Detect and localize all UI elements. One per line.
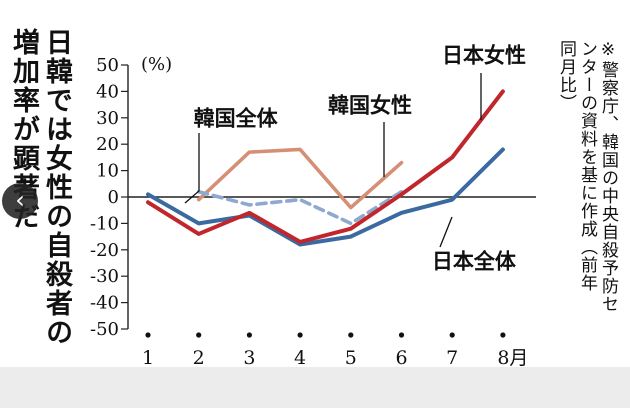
y-tick-label: -20 (90, 240, 119, 261)
y-tick-label: -10 (90, 213, 119, 234)
x-tick-label: 5 (345, 347, 357, 369)
y-tick-label: -30 (90, 266, 119, 287)
series-annotation-label: 日本女性 (442, 43, 526, 67)
x-tick-dot (246, 332, 252, 338)
x-tick-label: 7 (446, 347, 458, 369)
y-tick-label: -50 (90, 319, 119, 340)
y-tick-label: 30 (96, 108, 119, 129)
y-tick-label: 40 (96, 81, 119, 102)
y-tick-label: 10 (96, 161, 119, 182)
x-tick-label: 4 (294, 347, 306, 369)
x-tick-dot (145, 332, 151, 338)
annotation-leader-line (439, 216, 453, 248)
x-tick-dot (500, 332, 506, 338)
series-line (146, 147, 505, 247)
series-annotation-label: 韓国全体 (194, 107, 279, 131)
x-tick-label: 2 (193, 347, 205, 369)
previous-arrow-icon[interactable]: ‹ (2, 183, 38, 219)
x-tick-dot (398, 332, 405, 338)
source-note-line-3: 同月比） (556, 40, 576, 112)
y-unit-label: (%) (141, 54, 172, 75)
series-line (196, 147, 404, 210)
y-tick-label: 0 (108, 187, 119, 208)
y-tick-label: 20 (96, 134, 119, 155)
x-tick-dot (196, 332, 202, 338)
x-tick-label: 3 (243, 347, 255, 369)
x-tick-dot (449, 332, 455, 338)
source-note-line-2: ンターの資料を基に作成（前年 (577, 40, 597, 292)
series-line (146, 89, 505, 244)
x-tick-dot (297, 332, 303, 338)
series-line (196, 189, 404, 226)
series-annotation-label: 韓国女性 (328, 94, 412, 118)
headline-line-1: 日韓では女性の自殺者の (41, 28, 72, 347)
bottom-bar (0, 367, 630, 408)
x-tick-label: 6 (395, 347, 407, 369)
x-tick-label: 8月 (497, 347, 528, 369)
y-tick-label: 50 (96, 55, 119, 76)
annotation-leader-line (184, 133, 200, 204)
y-tick-label: -40 (90, 293, 119, 314)
x-tick-dot (348, 332, 354, 338)
source-note-line-1: ※警察庁、韓国の中央自殺予防セ (598, 40, 618, 313)
series-annotation-label: 日本全体 (432, 249, 517, 273)
x-tick-label: 1 (142, 347, 154, 369)
